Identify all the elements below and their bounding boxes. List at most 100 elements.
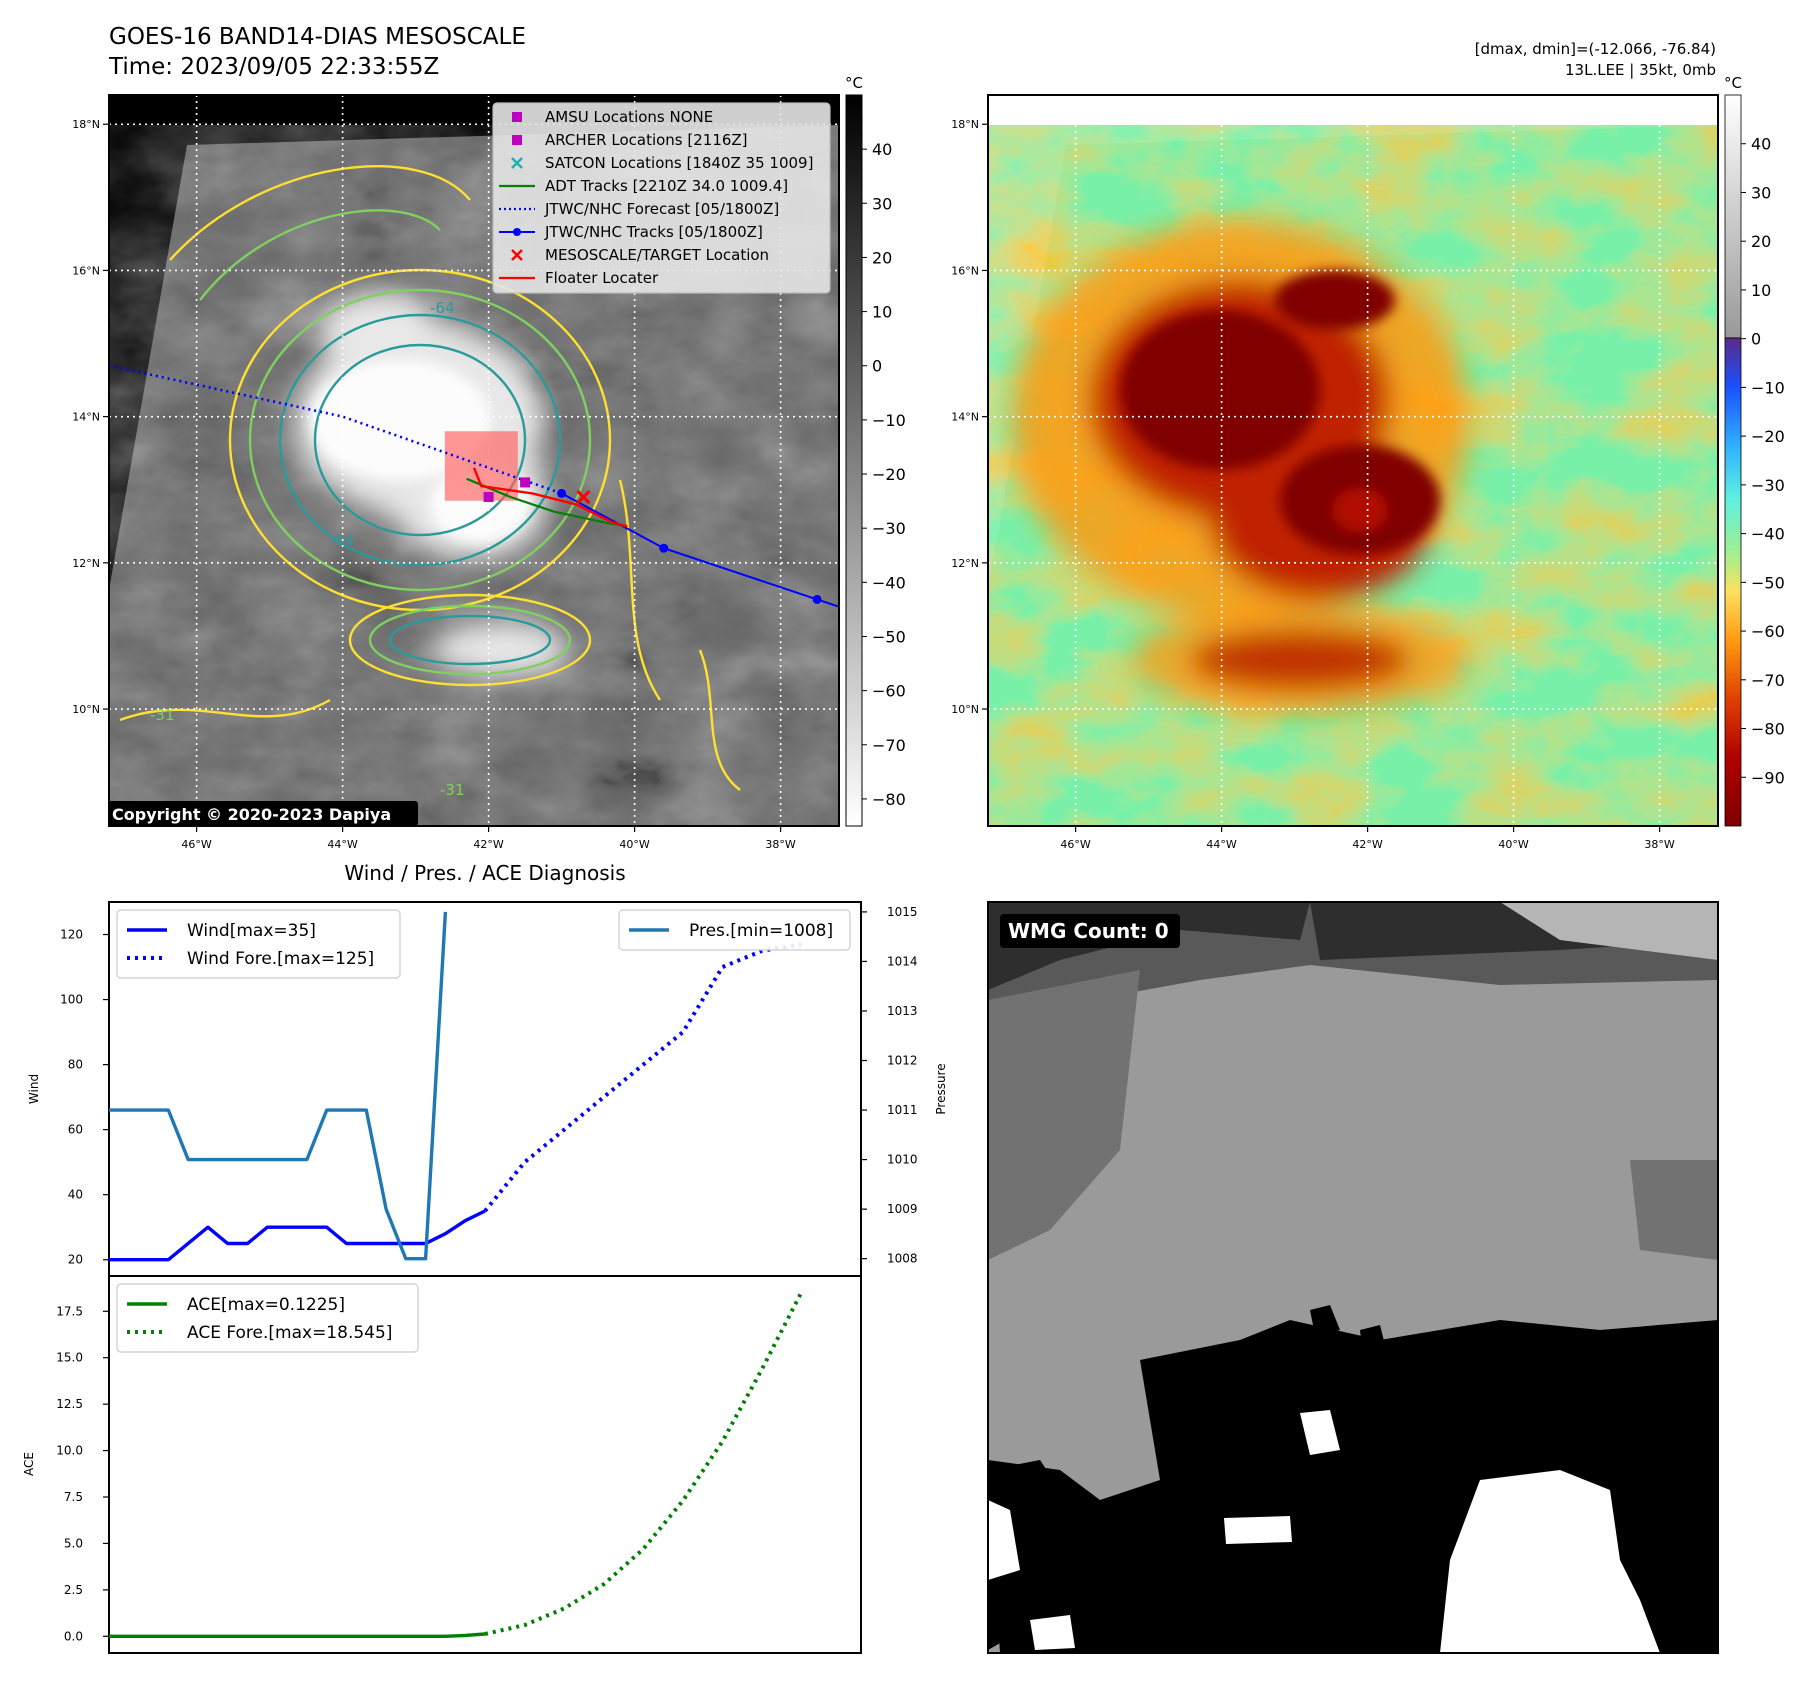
- chart-legend: Pres.[min=1008]: [618, 909, 851, 951]
- legend-label: Pres.[min=1008]: [689, 921, 833, 941]
- colorbar-tick-label: −10: [872, 411, 906, 430]
- contour-label: -31: [150, 706, 175, 724]
- y-tick-label-right: 1010: [887, 1153, 918, 1167]
- series-line: [109, 1632, 486, 1639]
- legend-entry: SATCON Locations [1840Z 35 1009]: [511, 154, 813, 172]
- legend-label: AMSU Locations NONE: [545, 108, 713, 126]
- lat-tick-label: 10°N: [951, 703, 979, 716]
- legend-entry: Floater Locater: [499, 269, 659, 287]
- contour-label: -31: [440, 781, 465, 799]
- legend-label: Floater Locater: [545, 269, 659, 287]
- lat-tick-label: 10°N: [72, 703, 100, 716]
- y-tick-label: 2.5: [64, 1583, 83, 1597]
- figure-title: GOES-16 BAND14-DIAS MESOSCALE: [109, 24, 526, 50]
- y-tick-label-right: 1012: [887, 1054, 918, 1068]
- colorbar-tick-label: −80: [1751, 720, 1785, 739]
- jtwc-track-point: [659, 543, 669, 553]
- y-tick-label: 7.5: [64, 1490, 83, 1504]
- jtwc-track-point: [557, 488, 567, 498]
- colorbar-tick-label: −60: [872, 682, 906, 701]
- chart-legend: Wind[max=35] Wind Fore.[max=125]: [116, 909, 401, 979]
- legend-entry: AMSU Locations NONE: [512, 108, 713, 126]
- lon-tick-label: 44°W: [327, 838, 357, 851]
- pressure-axis-label: Pressure: [934, 1063, 948, 1114]
- legend-label: SATCON Locations [1840Z 35 1009]: [545, 154, 813, 172]
- wmg-count-label: WMG Count: 0: [1008, 919, 1169, 943]
- colorbar-tick-label: −80: [872, 790, 906, 809]
- legend-entry: JTWC/NHC Forecast [05/1800Z]: [499, 200, 779, 218]
- legend-entry: ARCHER Locations [2116Z]: [512, 131, 748, 149]
- colorbar-tick-label: −30: [1751, 476, 1785, 495]
- colorbar-tick-label: −30: [872, 519, 906, 538]
- series-line: [483, 942, 802, 1213]
- y-tick-label: 15.0: [56, 1351, 83, 1365]
- storm-label: 13L.LEE | 35kt, 0mb: [1565, 61, 1716, 79]
- archer-point: [483, 492, 494, 503]
- lat-tick-label: 14°N: [72, 411, 100, 424]
- y-tick-label: 20: [68, 1253, 83, 1267]
- legend-label: JTWC/NHC Forecast [05/1800Z]: [544, 200, 779, 218]
- colorbar-tick-label: −60: [1751, 622, 1785, 641]
- colorbar-tick-label: 20: [1751, 232, 1771, 251]
- colorbar-tick-label: 0: [872, 357, 882, 376]
- enhanced-map-frame: [987, 94, 1719, 827]
- legend-box: [116, 1283, 419, 1353]
- legend-entry: ADT Tracks [2210Z 34.0 1009.4]: [499, 177, 788, 195]
- lat-tick-label: 12°N: [951, 557, 979, 570]
- lon-tick-label: 42°W: [1352, 838, 1382, 851]
- series-line: [109, 911, 448, 1261]
- y-tick-label-right: 1009: [887, 1202, 918, 1216]
- wind-pressure-chart: 20 40 60 80 100 120 1008 1009 1010 1011 1012 1013 10…: [27, 901, 948, 1277]
- colorbar-tick-label: −40: [1751, 525, 1785, 544]
- series-line: [109, 1209, 486, 1262]
- copyright-badge: [108, 801, 418, 826]
- y-tick-label-right: 1008: [887, 1252, 918, 1266]
- legend-label: ADT Tracks [2210Z 34.0 1009.4]: [545, 177, 788, 195]
- target-point: [576, 489, 591, 505]
- colorbar-tick-label: −70: [1751, 671, 1785, 690]
- forecast-track: [109, 364, 563, 495]
- colorbar-tick-label: 10: [872, 303, 892, 322]
- colorbar-tick-label: 40: [1751, 135, 1771, 154]
- wind-axis-label: Wind: [27, 1074, 41, 1104]
- y-tick-label-right: 1011: [887, 1103, 918, 1117]
- ace-chart: 0.0 2.5 5.0 7.5 10.0 12.5 15.0 17.5 ACE[max=0.12…: [22, 1275, 862, 1654]
- legend-label: MESOSCALE/TARGET Location: [545, 246, 769, 264]
- legend-label: ACE[max=0.1225]: [187, 1295, 345, 1315]
- y-tick-label: 12.5: [56, 1397, 83, 1411]
- y-tick-label-right: 1014: [887, 954, 918, 968]
- colorbar-tick-label: 30: [872, 194, 892, 213]
- contour-label: -64: [430, 299, 455, 317]
- y-tick-label: 120: [60, 928, 83, 942]
- y-tick-label: 0.0: [64, 1629, 83, 1643]
- legend-marker: [511, 157, 523, 169]
- colorbar-tick-label: −20: [1751, 427, 1785, 446]
- legend-marker: [512, 135, 522, 145]
- legend-box: [618, 909, 851, 951]
- lon-tick-label: 44°W: [1206, 838, 1236, 851]
- ir-map-frame: [108, 94, 840, 827]
- legend-label: ARCHER Locations [2116Z]: [545, 131, 748, 149]
- colorbar-tick-label: 30: [1751, 183, 1771, 202]
- colorbar-tick-label: 20: [872, 248, 892, 267]
- lat-tick-label: 16°N: [951, 264, 979, 277]
- legend-entry: MESOSCALE/TARGET Location: [511, 246, 769, 264]
- chart-legend: ACE[max=0.1225] ACE Fore.[max=18.545]: [116, 1283, 419, 1353]
- lon-tick-label: 40°W: [1498, 838, 1528, 851]
- floater-track: [472, 467, 628, 528]
- lon-tick-label: 46°W: [181, 838, 211, 851]
- figure-time: Time: 2023/09/05 22:33:55Z: [108, 54, 439, 80]
- y-tick-label: 10.0: [56, 1444, 83, 1458]
- lon-tick-label: 38°W: [1644, 838, 1674, 851]
- colorbar-tick-label: 10: [1751, 281, 1771, 300]
- lat-tick-label: 12°N: [72, 557, 100, 570]
- colorbar-tick-label: −70: [872, 736, 906, 755]
- y-tick-label: 17.5: [56, 1304, 83, 1318]
- legend-entry: JTWC/NHC Tracks [05/1800Z]: [499, 223, 763, 241]
- legend-marker: [513, 228, 521, 236]
- lat-tick-label: 18°N: [72, 118, 100, 131]
- stats-label: [dmax, dmin]=(-12.066, -76.84): [1475, 40, 1716, 58]
- lat-tick-label: 14°N: [951, 411, 979, 424]
- ir-map-axes: 18°N 16°N 14°N 12°N 10°N 46°W 44°W 42°W 40°W 38°W: [72, 118, 796, 851]
